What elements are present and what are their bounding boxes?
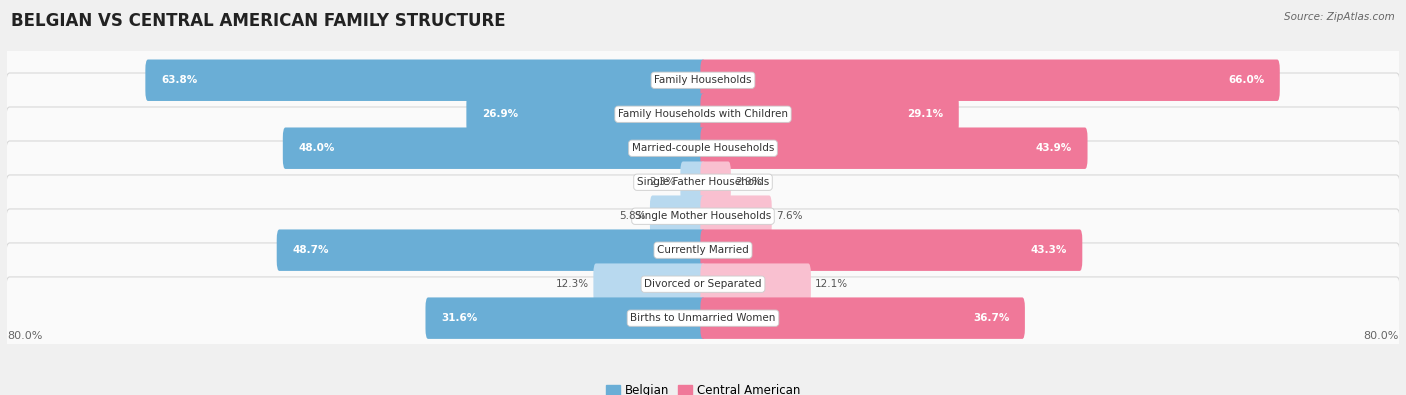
Text: 43.9%: 43.9%	[1036, 143, 1071, 153]
Text: 7.6%: 7.6%	[776, 211, 803, 221]
Text: Source: ZipAtlas.com: Source: ZipAtlas.com	[1284, 12, 1395, 22]
Text: 80.0%: 80.0%	[7, 331, 42, 341]
FancyBboxPatch shape	[700, 128, 1087, 169]
Text: 48.0%: 48.0%	[298, 143, 335, 153]
Text: Births to Unmarried Women: Births to Unmarried Women	[630, 313, 776, 323]
Text: 5.8%: 5.8%	[619, 211, 645, 221]
Text: Single Father Households: Single Father Households	[637, 177, 769, 187]
FancyBboxPatch shape	[6, 107, 1400, 190]
Text: Family Households: Family Households	[654, 75, 752, 85]
Text: Divorced or Separated: Divorced or Separated	[644, 279, 762, 289]
FancyBboxPatch shape	[700, 60, 1279, 101]
Text: 2.3%: 2.3%	[650, 177, 676, 187]
FancyBboxPatch shape	[700, 94, 959, 135]
FancyBboxPatch shape	[6, 209, 1400, 292]
Text: 48.7%: 48.7%	[292, 245, 329, 255]
Text: Single Mother Households: Single Mother Households	[636, 211, 770, 221]
FancyBboxPatch shape	[277, 229, 706, 271]
Text: Currently Married: Currently Married	[657, 245, 749, 255]
Text: 43.3%: 43.3%	[1031, 245, 1067, 255]
Text: 12.1%: 12.1%	[815, 279, 848, 289]
Text: 12.3%: 12.3%	[555, 279, 589, 289]
FancyBboxPatch shape	[700, 162, 731, 203]
Text: Married-couple Households: Married-couple Households	[631, 143, 775, 153]
FancyBboxPatch shape	[426, 297, 706, 339]
FancyBboxPatch shape	[700, 196, 772, 237]
Text: 2.9%: 2.9%	[735, 177, 762, 187]
FancyBboxPatch shape	[467, 94, 706, 135]
Text: 29.1%: 29.1%	[907, 109, 943, 119]
FancyBboxPatch shape	[6, 175, 1400, 258]
Text: 26.9%: 26.9%	[482, 109, 519, 119]
FancyBboxPatch shape	[700, 297, 1025, 339]
FancyBboxPatch shape	[6, 141, 1400, 224]
FancyBboxPatch shape	[6, 73, 1400, 156]
Text: Family Households with Children: Family Households with Children	[619, 109, 787, 119]
FancyBboxPatch shape	[145, 60, 706, 101]
Text: 36.7%: 36.7%	[973, 313, 1010, 323]
FancyBboxPatch shape	[700, 263, 811, 305]
Text: BELGIAN VS CENTRAL AMERICAN FAMILY STRUCTURE: BELGIAN VS CENTRAL AMERICAN FAMILY STRUC…	[11, 12, 506, 30]
FancyBboxPatch shape	[681, 162, 706, 203]
FancyBboxPatch shape	[6, 277, 1400, 359]
Text: 63.8%: 63.8%	[162, 75, 197, 85]
FancyBboxPatch shape	[283, 128, 706, 169]
FancyBboxPatch shape	[650, 196, 706, 237]
FancyBboxPatch shape	[6, 243, 1400, 325]
Text: 66.0%: 66.0%	[1227, 75, 1264, 85]
Text: 80.0%: 80.0%	[1364, 331, 1399, 341]
Legend: Belgian, Central American: Belgian, Central American	[600, 380, 806, 395]
FancyBboxPatch shape	[6, 39, 1400, 122]
Text: 31.6%: 31.6%	[441, 313, 478, 323]
FancyBboxPatch shape	[700, 229, 1083, 271]
FancyBboxPatch shape	[593, 263, 706, 305]
